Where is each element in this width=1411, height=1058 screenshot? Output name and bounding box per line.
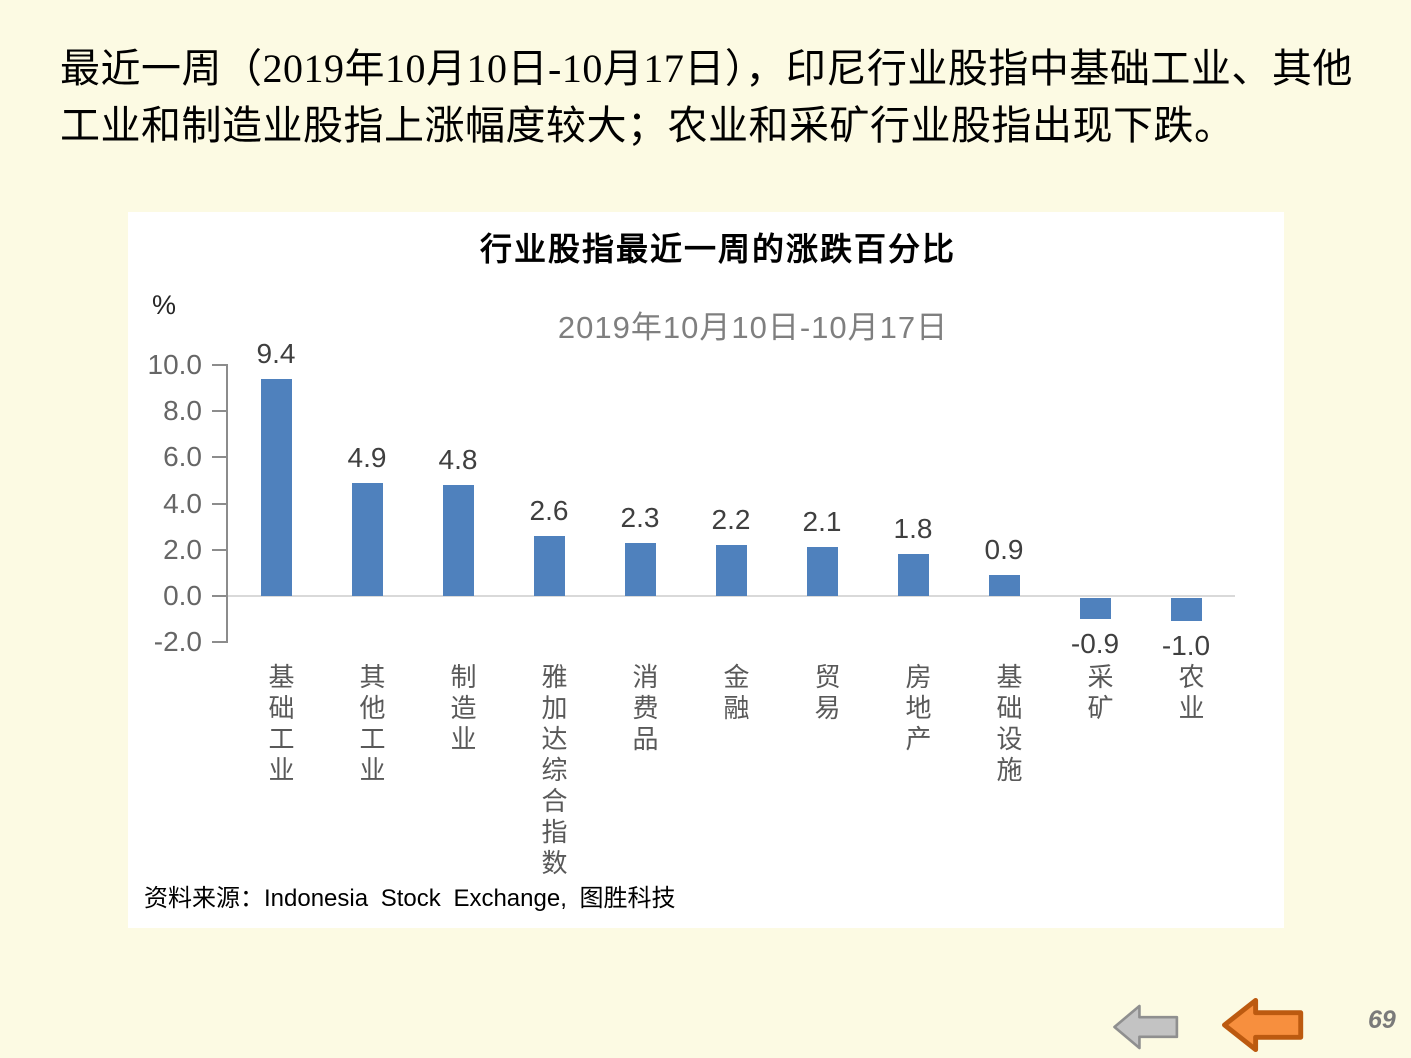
bar-value-label: 0.9 <box>984 534 1024 566</box>
chart-panel: 行业股指最近一周的涨跌百分比 2019年10月10日-10月17日 % 资料来源… <box>128 212 1284 928</box>
y-axis-tick-label: 10.0 <box>147 349 203 380</box>
bar-value-label: 4.8 <box>438 444 478 476</box>
category-label: 其他工业 <box>356 663 385 787</box>
bar-value-label: 9.4 <box>256 337 296 369</box>
source-note: 资料来源：Indonesia Stock Exchange, 图胜科技 <box>144 885 676 912</box>
previous-slide-arrow-icon <box>1222 997 1304 1053</box>
category-label: 贸易 <box>811 663 840 725</box>
bar <box>806 547 838 596</box>
category-label: 金融 <box>720 663 749 725</box>
y-axis-tick <box>212 595 226 597</box>
category-label: 雅加达综合指数 <box>538 663 567 880</box>
back-arrow-icon <box>1113 1004 1179 1050</box>
slide-title: 最近一周（2019年10月10日-10月17日），印尼行业股指中基础工业、其他工… <box>60 46 1353 148</box>
y-axis-tick-label: 6.0 <box>163 441 202 473</box>
category-label: 房地产 <box>902 663 931 756</box>
bar <box>1170 598 1202 622</box>
y-axis-tick <box>212 641 226 644</box>
y-axis-tick <box>212 502 226 505</box>
bar <box>624 542 656 596</box>
zero-gridline <box>228 595 1235 597</box>
bar <box>1079 598 1111 619</box>
y-axis-unit-label: % <box>152 290 177 320</box>
previous-slide-arrow-button[interactable] <box>1222 997 1304 1053</box>
bar-value-label: 2.2 <box>711 504 751 536</box>
bar <box>442 485 474 596</box>
chart-title: 行业股指最近一周的涨跌百分比 <box>479 231 956 267</box>
bar-value-label: 4.9 <box>347 441 387 473</box>
category-label: 农业 <box>1175 663 1204 725</box>
y-axis-tick <box>212 548 226 551</box>
bar-value-label: 2.6 <box>529 494 569 526</box>
category-label: 消费品 <box>629 663 658 756</box>
y-axis-tick-label: 2.0 <box>163 533 202 565</box>
bar-value-label: -0.9 <box>1070 627 1120 659</box>
y-axis-tick <box>212 364 226 366</box>
bar-value-label: -1.0 <box>1161 630 1211 662</box>
bar <box>533 535 565 596</box>
bar <box>897 554 929 596</box>
bar <box>988 575 1020 596</box>
bar-value-label: 2.3 <box>620 501 660 533</box>
category-label: 基础工业 <box>265 663 294 787</box>
y-axis-tick-label: 4.0 <box>163 487 202 519</box>
back-arrow-button[interactable] <box>1113 1004 1179 1050</box>
category-label: 基础设施 <box>993 663 1022 787</box>
y-axis-tick-label: 8.0 <box>163 395 202 427</box>
category-label: 采矿 <box>1084 663 1113 725</box>
y-axis-tick-label: 0.0 <box>163 580 202 611</box>
chart-subtitle: 2019年10月10日-10月17日 <box>557 310 949 345</box>
bar <box>715 545 747 596</box>
bar-value-label: 1.8 <box>893 513 933 545</box>
bar <box>260 378 292 596</box>
page-number: 69 <box>1368 1006 1396 1034</box>
y-axis-tick <box>212 410 226 413</box>
bar <box>351 482 383 596</box>
y-axis-tick <box>212 456 226 459</box>
y-axis-tick-label: -2.0 <box>153 626 202 658</box>
y-axis-line <box>226 364 228 644</box>
category-label: 制造业 <box>447 663 476 756</box>
bar-value-label: 2.1 <box>802 506 842 538</box>
